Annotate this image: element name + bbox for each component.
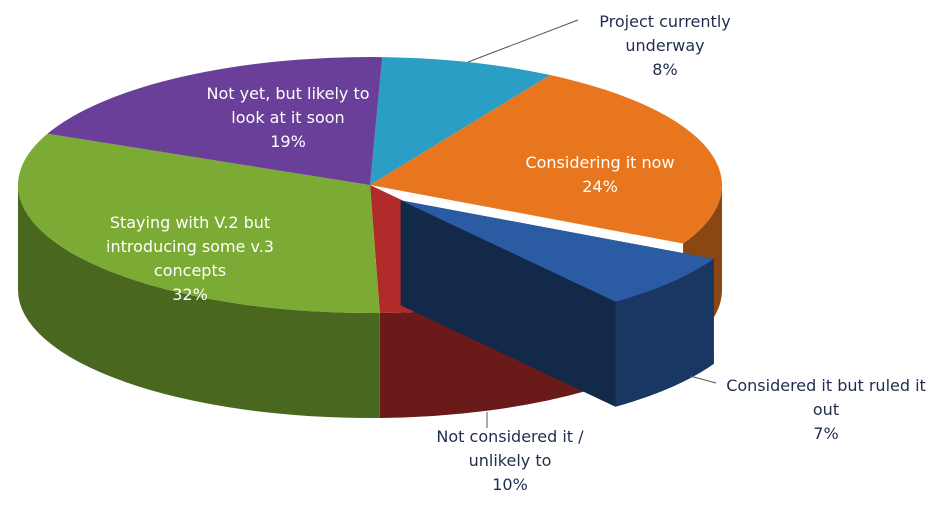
- value-label: 8%: [652, 60, 678, 79]
- category-label: Not yet, but likely to look at it soon: [206, 84, 370, 127]
- category-label: Project currently underway: [599, 12, 731, 55]
- leader-line: [467, 19, 579, 63]
- slice-label: Staying with V.2 but introducing some v.…: [90, 211, 290, 307]
- value-label: 32%: [172, 285, 208, 304]
- slice: [400, 200, 714, 302]
- value-label: 10%: [492, 475, 528, 494]
- category-label: Staying with V.2 but introducing some v.…: [106, 213, 274, 280]
- slice: [370, 57, 551, 185]
- slice-label: Considering it now 24%: [500, 151, 700, 199]
- leader-line: [689, 375, 717, 384]
- category-label: Considered it but ruled it out: [726, 376, 926, 419]
- value-label: 24%: [582, 177, 618, 196]
- slice-label: Not yet, but likely to look at it soon 19…: [193, 82, 383, 154]
- slice: [17, 133, 380, 314]
- value-label: 7%: [813, 424, 839, 443]
- slice: [47, 57, 383, 186]
- slice-edge: [400, 200, 616, 407]
- slices: [17, 57, 723, 418]
- slice-label: Considered it but ruled it out 7%: [711, 374, 935, 446]
- category-label: Not considered it / unlikely to: [436, 427, 584, 470]
- slice-side: [18, 185, 380, 418]
- value-label: 19%: [270, 132, 306, 151]
- category-label: Considering it now: [525, 153, 675, 172]
- slice-label: Project currently underway 8%: [575, 10, 755, 82]
- slice-label: Not considered it / unlikely to 10%: [410, 425, 610, 497]
- slice-side: [615, 258, 714, 407]
- slice: [370, 75, 723, 244]
